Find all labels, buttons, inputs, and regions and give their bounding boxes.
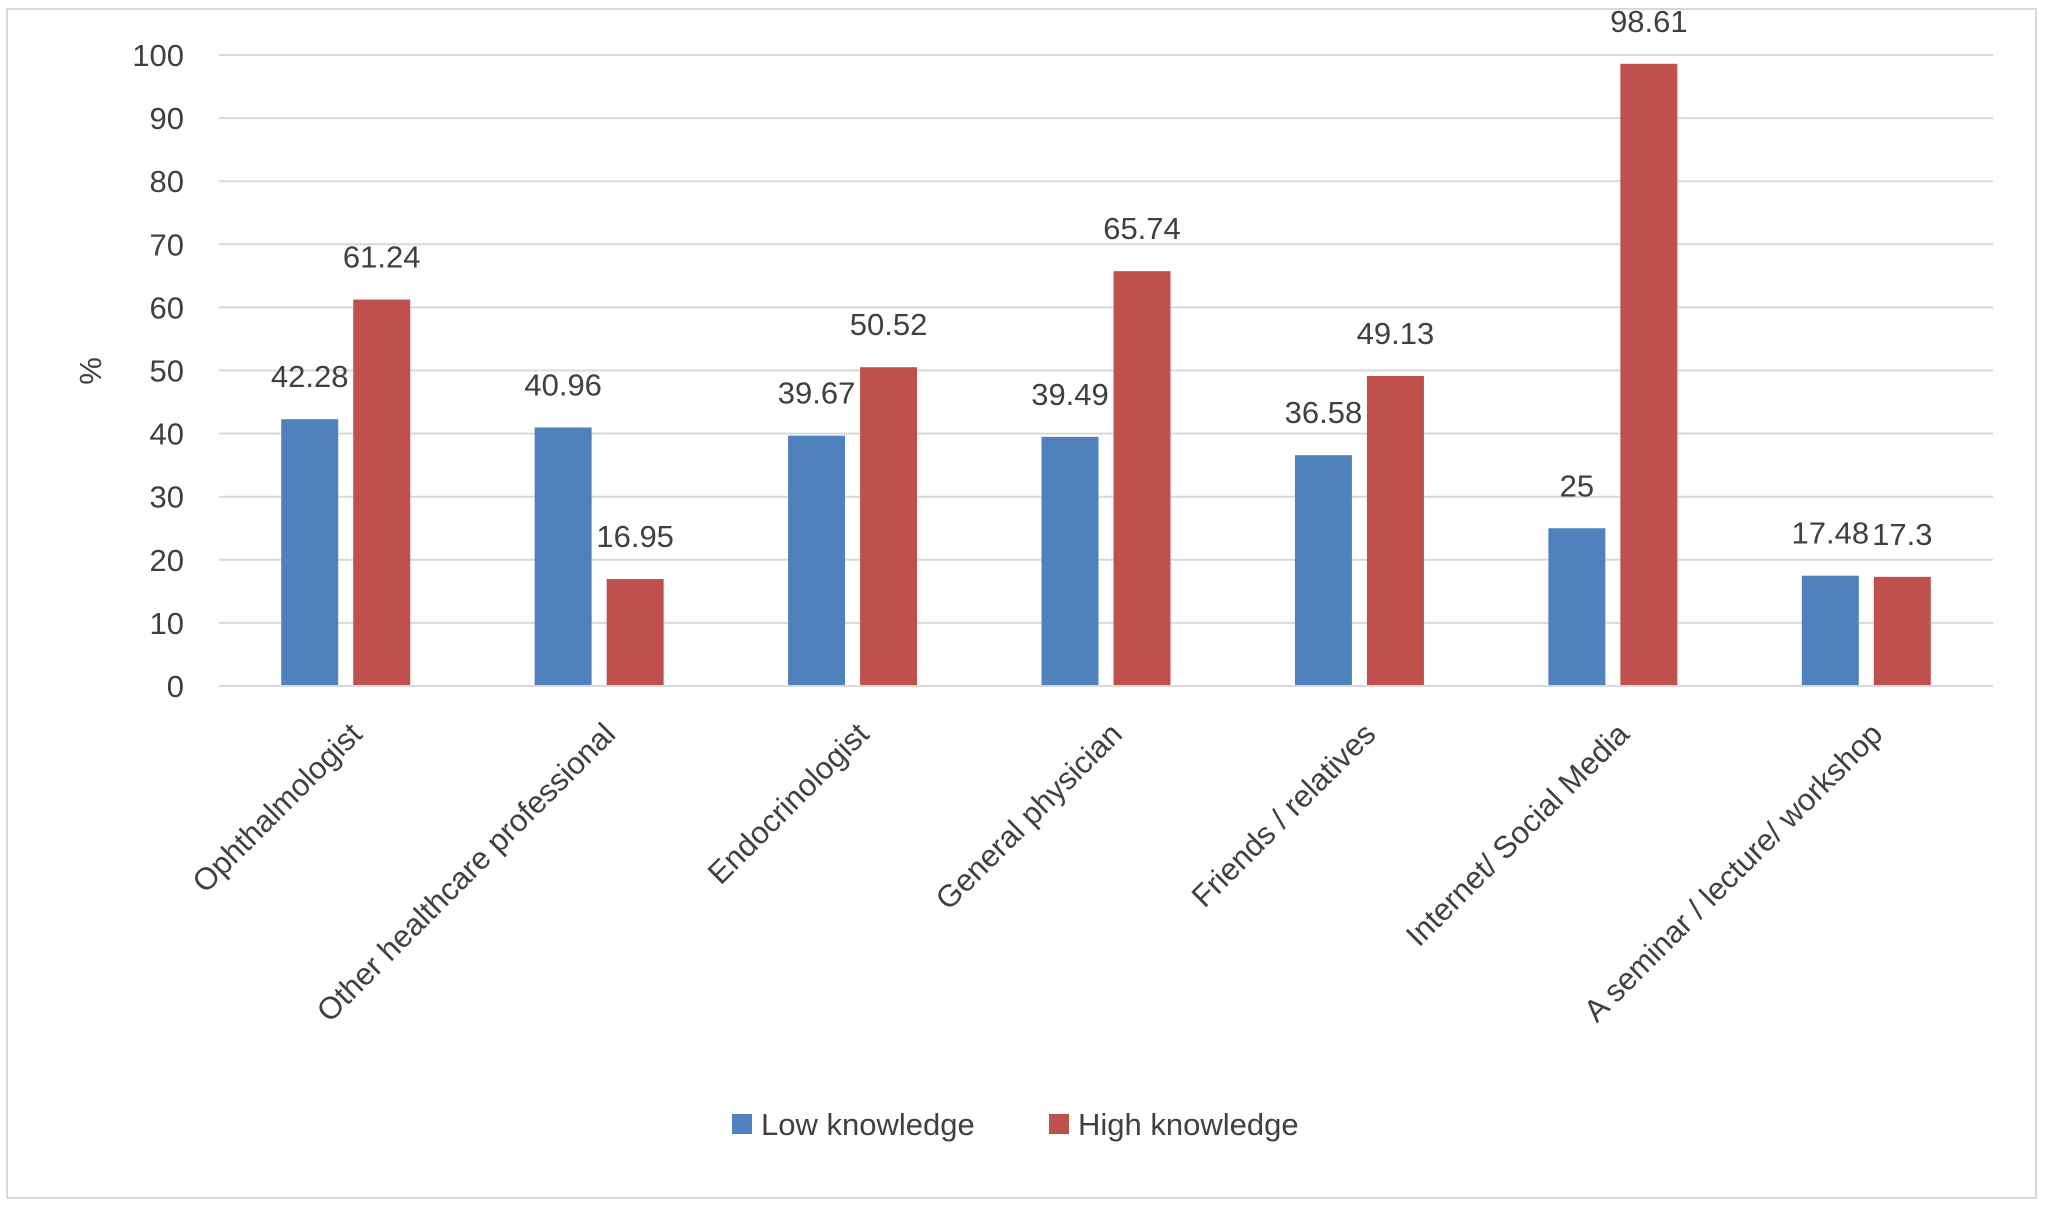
- category-label: Endocrinologist: [701, 716, 876, 891]
- legend-swatch: [1049, 1114, 1069, 1134]
- gridlines: [219, 54, 1993, 624]
- data-label: 42.28: [271, 359, 349, 394]
- bar-high-knowledge: [1620, 63, 1678, 687]
- bar-low-knowledge: [534, 427, 592, 686]
- data-label: 50.52: [850, 307, 928, 342]
- bar-low-knowledge: [1548, 528, 1606, 686]
- bars: [281, 63, 1931, 687]
- data-label: 40.96: [524, 368, 602, 403]
- data-label: 17.48: [1791, 516, 1869, 551]
- legend-label: Low knowledge: [761, 1107, 975, 1142]
- y-tick-label: 60: [150, 290, 184, 325]
- data-label: 61.24: [343, 240, 421, 275]
- legend-label: High knowledge: [1078, 1107, 1299, 1142]
- bar-high-knowledge: [353, 299, 411, 686]
- y-tick-label: 90: [150, 101, 184, 136]
- bar-high-knowledge: [860, 367, 918, 686]
- y-tick-label: 80: [150, 164, 184, 199]
- y-tick-label: 20: [150, 543, 184, 578]
- bar-low-knowledge: [1294, 455, 1352, 686]
- data-label: 65.74: [1103, 211, 1181, 246]
- bar-low-knowledge: [1041, 436, 1099, 686]
- data-label: 39.67: [778, 376, 856, 411]
- y-tick-label: 0: [167, 669, 184, 704]
- category-label: A seminar / lecture/ workshop: [1577, 716, 1889, 1028]
- data-label: 36.58: [1285, 395, 1363, 430]
- chart-frame: 0 10 20 30 40 50 60 70 80 90 100 % 42.28 61.24 40.96…: [6, 4, 2037, 1199]
- bar-low-knowledge: [1801, 575, 1859, 686]
- bar-high-knowledge: [1873, 576, 1931, 686]
- category-label: Internet/ Social Media: [1399, 716, 1636, 953]
- bar-high-knowledge: [1366, 375, 1424, 686]
- category-label: Friends / relatives: [1185, 716, 1383, 914]
- y-tick-label: 70: [150, 227, 184, 262]
- data-label: 16.95: [596, 519, 674, 554]
- bar-high-knowledge: [606, 579, 664, 686]
- data-label: 17.3: [1872, 517, 1932, 552]
- y-tick-label: 100: [132, 38, 184, 73]
- y-tick-label: 40: [150, 417, 184, 452]
- data-label: 25: [1560, 468, 1594, 503]
- category-label: Other healthcare professional: [310, 716, 622, 1028]
- bar-low-knowledge: [788, 435, 846, 686]
- category-label: General physician: [929, 716, 1129, 916]
- y-tick-label: 50: [150, 354, 184, 389]
- y-tick-label: 30: [150, 480, 184, 515]
- data-label: 49.13: [1357, 316, 1435, 351]
- data-labels: 42.28 61.24 40.96 16.95 39.67 50.52 39.49 65.74…: [271, 4, 1933, 554]
- category-label: Ophthalmologist: [186, 716, 369, 899]
- y-axis-label: %: [73, 357, 108, 385]
- bar-low-knowledge: [281, 419, 339, 686]
- data-label: 98.61: [1610, 10, 1688, 39]
- legend: Low knowledge High knowledge: [732, 1107, 1299, 1142]
- legend-swatch: [732, 1114, 752, 1134]
- bar-high-knowledge: [1113, 271, 1171, 686]
- y-tick-label: 10: [150, 606, 184, 641]
- bar-chart: 0 10 20 30 40 50 60 70 80 90 100 % 42.28 61.24 40.96…: [73, 4, 1993, 1142]
- y-axis-ticks: 0 10 20 30 40 50 60 70 80 90 100: [132, 38, 184, 704]
- data-label: 39.49: [1031, 377, 1109, 412]
